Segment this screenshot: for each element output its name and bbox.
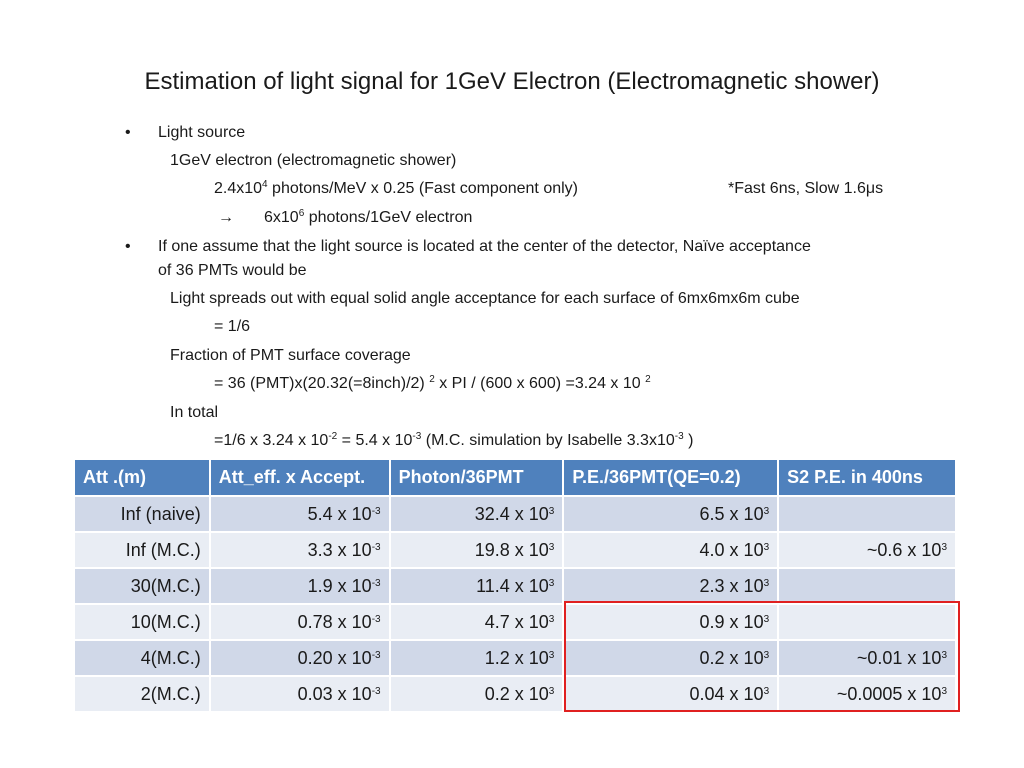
table-row: 2(M.C.) 0.03 x 10-3 0.2 x 103 0.04 x 103… [75,676,957,713]
cell-pe: 0.9 x 103 [563,604,780,641]
cell-photon: 1.2 x 103 [389,640,565,677]
cell-att: 2(M.C.) [75,676,211,713]
cell-photon: 32.4 x 103 [389,496,565,533]
arrow-icon: → [218,209,234,226]
cell-s2: ~0.01 x 103 [778,640,957,677]
header-pe: P.E./36PMT(QE=0.2) [563,460,780,497]
electron-line: 1GeV electron (electromagnetic shower) [170,152,457,169]
header-s2: S2 P.E. in 400ns [778,460,957,497]
assumption-line-2: of 36 PMTs would be [158,262,307,279]
cell-accept: 0.20 x 10-3 [209,640,391,677]
cell-photon: 4.7 x 103 [389,604,565,641]
bullet-light-source: • [125,124,131,141]
fraction-heading: Fraction of PMT surface coverage [170,347,411,364]
cell-photon: 11.4 x 103 [389,568,565,605]
cell-accept: 5.4 x 10-3 [209,496,391,533]
photons-per-mev-line: 2.4x104 photons/MeV x 0.25 (Fast compone… [214,179,578,198]
cell-accept: 0.03 x 10-3 [209,676,391,713]
coverage-line: = 36 (PMT)x(20.32(=8inch)/2) 2 x PI / (6… [214,374,651,393]
cell-photon: 19.8 x 103 [389,532,565,569]
fast-slow-note: *Fast 6ns, Slow 1.6μs [728,180,884,197]
results-table: Att .(m) Att_eff. x Accept. Photon/36PMT… [75,460,957,713]
cell-accept: 0.78 x 10-3 [209,604,391,641]
cell-att: 4(M.C.) [75,640,211,677]
cell-pe: 2.3 x 103 [563,568,780,605]
cell-att: 10(M.C.) [75,604,211,641]
header-att: Att .(m) [75,460,211,497]
cell-att: Inf (M.C.) [75,532,211,569]
in-total-heading: In total [170,404,219,421]
cell-s2 [778,496,957,533]
total-calc-line: =1/6 x 3.24 x 10-2 = 5.4 x 10-3 (M.C. si… [214,431,694,450]
header-photon: Photon/36PMT [389,460,565,497]
cell-accept: 1.9 x 10-3 [209,568,391,605]
cell-pe: 0.04 x 103 [563,676,780,713]
cell-att: 30(M.C.) [75,568,211,605]
cell-pe: 0.2 x 103 [563,640,780,677]
cell-pe: 6.5 x 103 [563,496,780,533]
cell-pe: 4.0 x 103 [563,532,780,569]
cell-s2: ~0.0005 x 103 [778,676,957,713]
photons-total-line: 6x106 photons/1GeV electron [264,208,473,227]
table-row: 30(M.C.) 1.9 x 10-3 11.4 x 103 2.3 x 103 [75,568,957,605]
table-row: 4(M.C.) 0.20 x 10-3 1.2 x 103 0.2 x 103 … [75,640,957,677]
assumption-line-1: If one assume that the light source is l… [158,238,811,255]
table-header-row: Att .(m) Att_eff. x Accept. Photon/36PMT… [75,460,957,497]
cell-att: Inf (naive) [75,496,211,533]
cell-s2: ~0.6 x 103 [778,532,957,569]
spread-line: Light spreads out with equal solid angle… [170,290,800,307]
cell-s2 [778,604,957,641]
one-sixth-line: = 1/6 [214,318,251,335]
table-row: Inf (M.C.) 3.3 x 10-3 19.8 x 103 4.0 x 1… [75,532,957,569]
cell-photon: 0.2 x 103 [389,676,565,713]
table-row: 10(M.C.) 0.78 x 10-3 4.7 x 103 0.9 x 103 [75,604,957,641]
cell-s2 [778,568,957,605]
light-source-heading: Light source [158,124,246,141]
table-row: Inf (naive) 5.4 x 10-3 32.4 x 103 6.5 x … [75,496,957,533]
cell-accept: 3.3 x 10-3 [209,532,391,569]
slide-title: Estimation of light signal for 1GeV Elec… [144,68,880,95]
bullet-assumption: • [125,238,131,255]
header-accept: Att_eff. x Accept. [209,460,391,497]
